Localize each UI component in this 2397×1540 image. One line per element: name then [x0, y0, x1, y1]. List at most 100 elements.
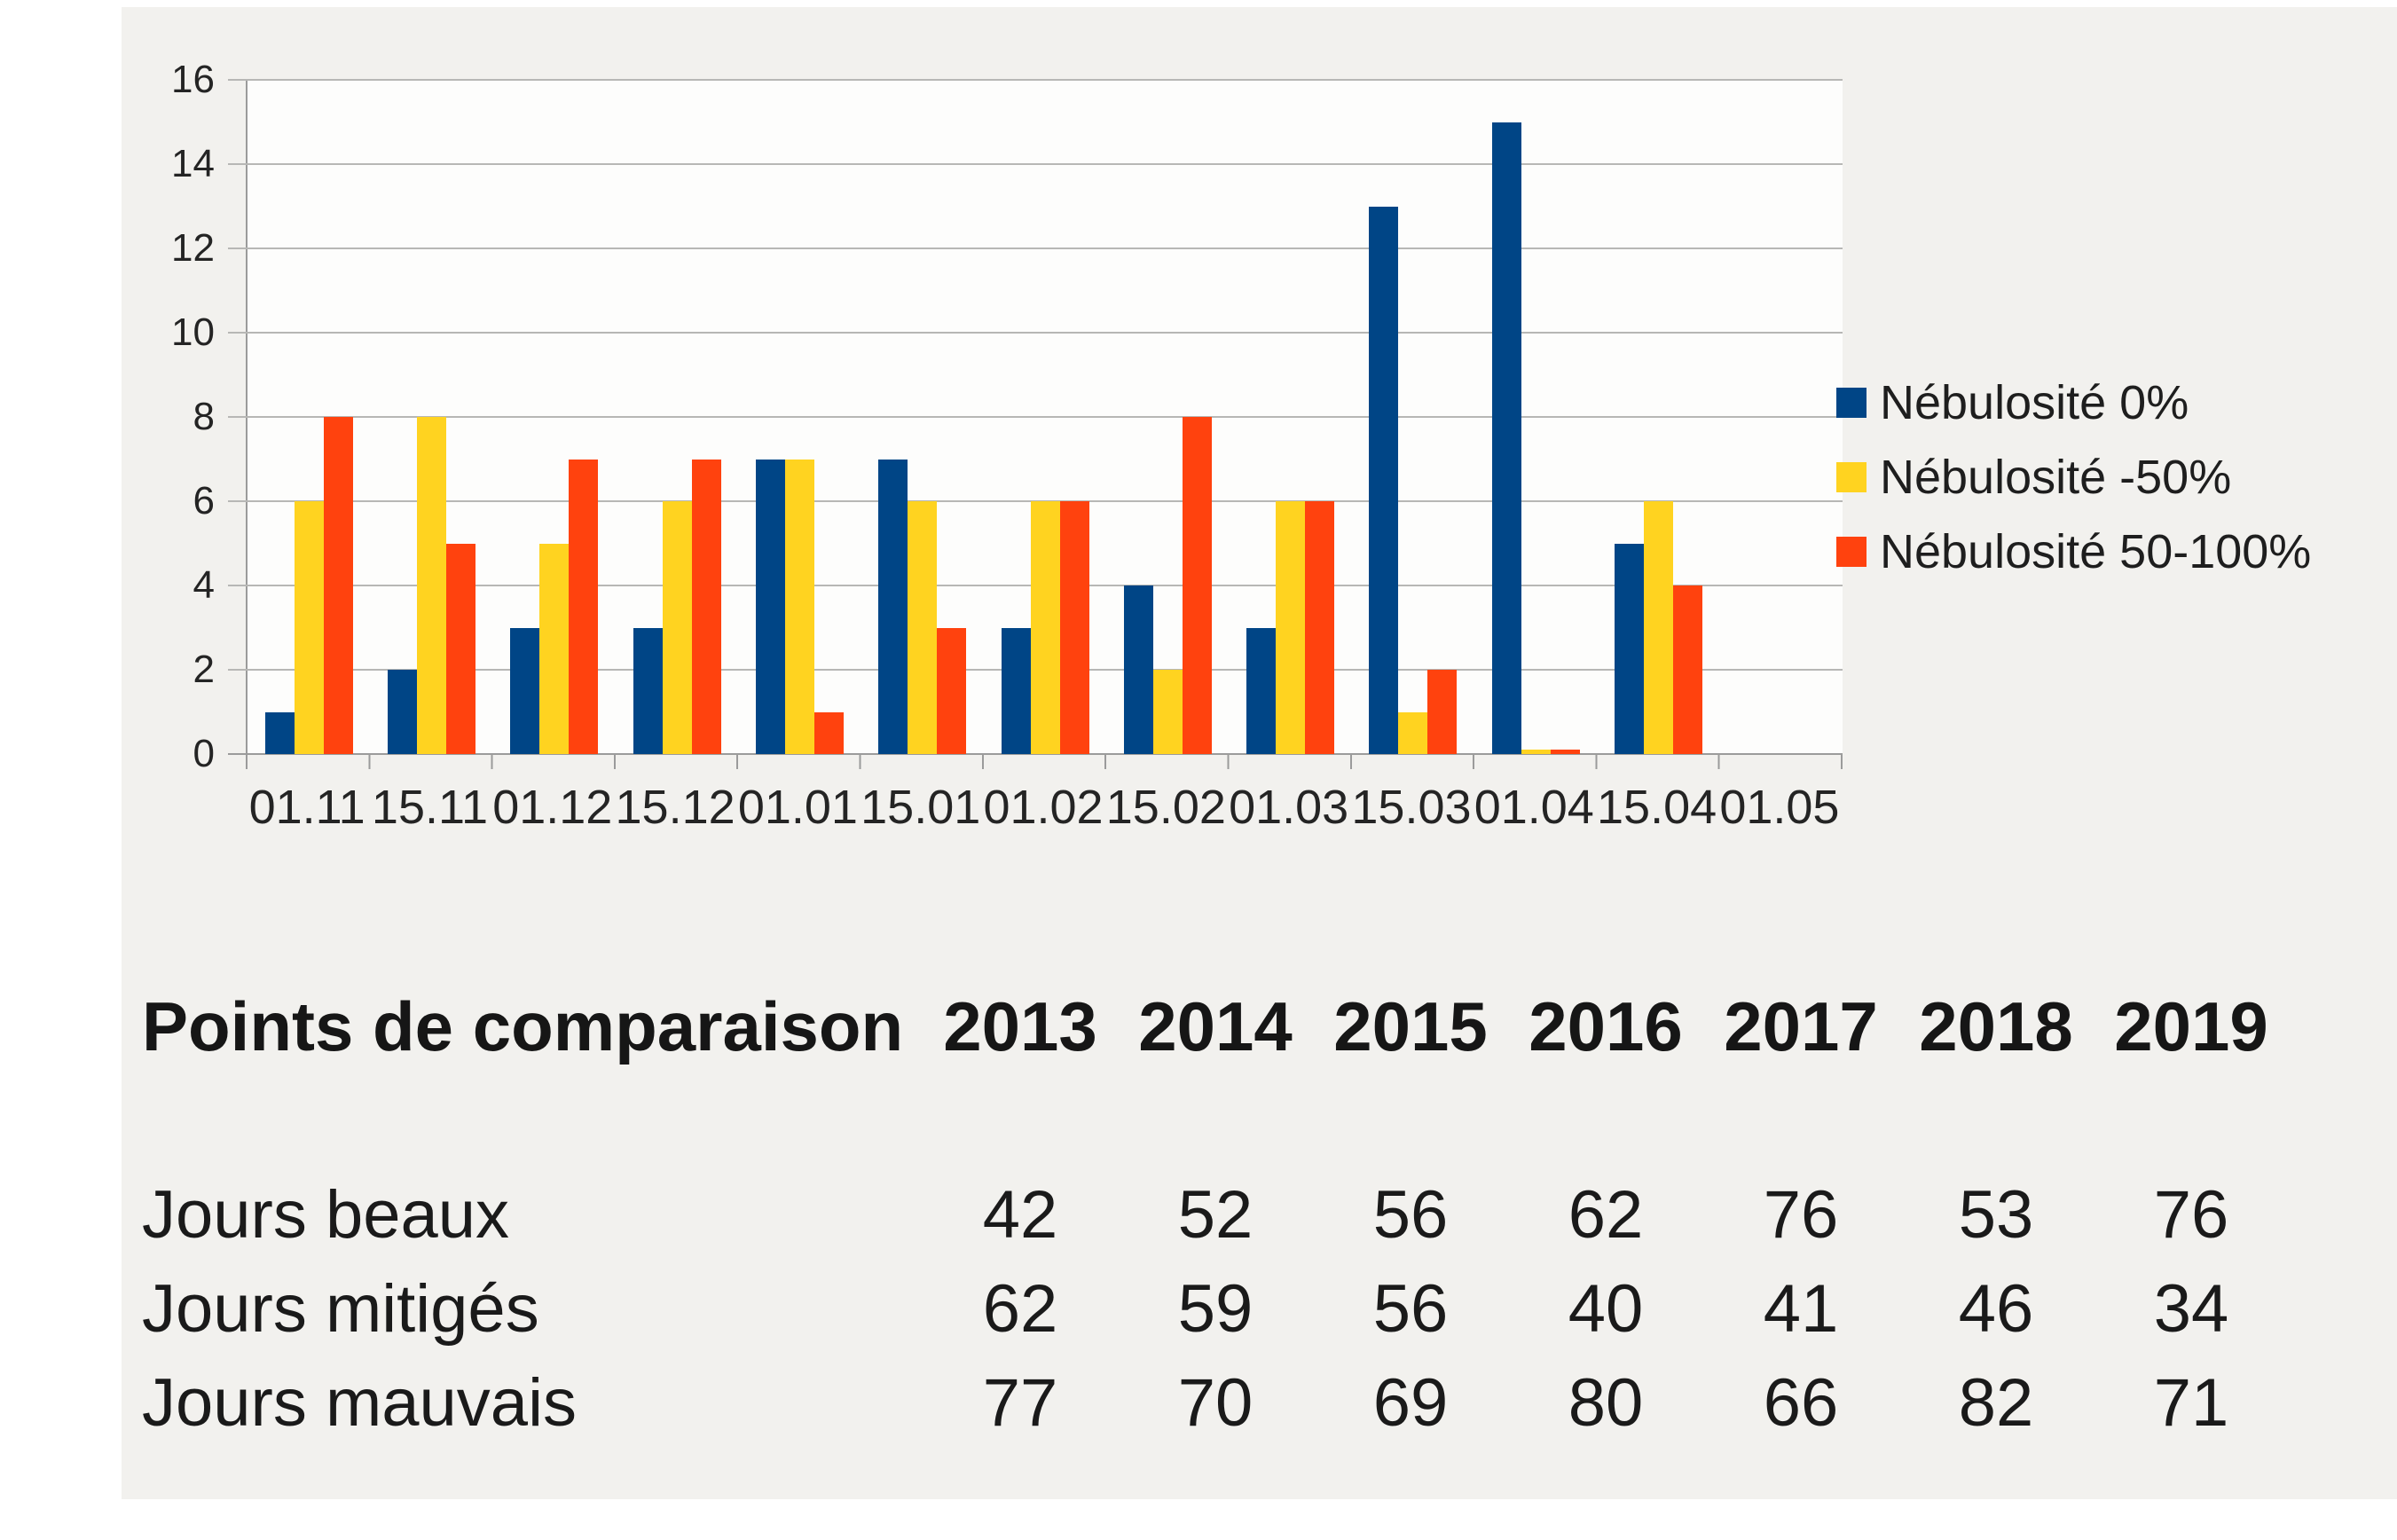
bar-group-01.12	[493, 80, 616, 754]
value-cell-r1-c0: 62	[982, 1270, 1058, 1347]
bar-series2-01.11	[323, 417, 353, 754]
chart-legend: Nébulosité 0% Nébulosité -50% Nébulosité 5…	[1836, 376, 2311, 601]
value-cell-r2-c5: 82	[1958, 1364, 2034, 1441]
value-cell-r0-c5: 53	[1958, 1176, 2034, 1253]
value-cell-r0-c4: 76	[1763, 1176, 1839, 1253]
chart-plot-area	[228, 79, 1843, 755]
legend-item-1: Nébulosité -50%	[1836, 451, 2311, 504]
x-tick-label-01.05: 01.05	[1719, 781, 1840, 834]
value-cell-r1-c2: 56	[1372, 1270, 1449, 1347]
bar-group-01.02	[984, 80, 1106, 754]
bar-series1-01.04	[1521, 750, 1551, 754]
year-header-2013: 2013	[943, 986, 1097, 1065]
y-tick-label-10: 10	[171, 310, 215, 354]
comparison-table: Points de comparaison 2013 2014 2015 2016 20…	[142, 979, 2289, 1450]
bar-series1-15.12	[662, 501, 692, 754]
bar-group-01.05	[1720, 80, 1843, 754]
legend-label: Nébulosité 0%	[1880, 376, 2189, 429]
legend-color-chip	[1836, 388, 1867, 418]
bars-layer	[248, 80, 1843, 754]
legend-label: Nébulosité -50%	[1880, 451, 2232, 504]
row-label-0: Jours beaux	[142, 1176, 510, 1253]
x-tick-label-15.04: 15.04	[1597, 781, 1717, 834]
y-tick-label-0: 0	[193, 732, 215, 775]
bar-series2-01.03	[1305, 501, 1335, 754]
value-cell-r2-c1: 70	[1177, 1364, 1254, 1441]
bar-group-15.01	[861, 80, 984, 754]
year-header-2018: 2018	[1919, 986, 2073, 1065]
x-tick-label-01.12: 01.12	[492, 781, 613, 834]
bar-series1-15.03	[1398, 711, 1428, 754]
bar-series1-15.02	[1152, 670, 1183, 754]
value-cell-r1-c5: 46	[1958, 1270, 2034, 1347]
x-axis-ticks	[246, 754, 1843, 769]
bar-series2-15.11	[445, 543, 475, 754]
bar-group-01.04	[1474, 80, 1597, 754]
legend-item-0: Nébulosité 0%	[1836, 376, 2311, 429]
bar-series1-01.11	[294, 501, 324, 754]
y-tick-label-12: 12	[171, 226, 215, 270]
bar-series0-01.02	[1001, 627, 1031, 754]
gridline-16	[228, 79, 1843, 81]
bar-group-15.03	[1352, 80, 1474, 754]
gridline-8	[228, 416, 1843, 418]
bar-series0-01.04	[1491, 122, 1521, 754]
year-header-2019: 2019	[2114, 986, 2268, 1065]
gridline-14	[228, 163, 1843, 165]
bar-series0-15.03	[1369, 206, 1399, 754]
value-cell-r2-c4: 66	[1763, 1364, 1839, 1441]
bar-series0-15.11	[387, 670, 417, 754]
bar-group-15.12	[616, 80, 738, 754]
value-cell-r0-c0: 42	[982, 1176, 1058, 1253]
x-tick-label-01.11: 01.11	[248, 781, 365, 834]
y-axis-labels: 0 2 4 6 8 10 12 14 16	[106, 0, 215, 798]
value-cell-r0-c3: 62	[1568, 1176, 1644, 1253]
x-axis-labels: 01.11 15.11 01.12 15.12 01.01 15.01 01.02 15.02…	[246, 775, 1841, 839]
row-label-1: Jours mitigés	[142, 1270, 539, 1347]
bar-series1-01.03	[1276, 501, 1306, 754]
bar-series0-01.12	[510, 627, 540, 754]
bar-series0-15.12	[633, 627, 663, 754]
bar-group-01.03	[1230, 80, 1352, 754]
bar-group-01.11	[248, 80, 370, 754]
year-header-2015: 2015	[1333, 986, 1488, 1065]
bar-series2-15.01	[937, 627, 967, 754]
value-cell-r2-c3: 80	[1568, 1364, 1644, 1441]
bar-series0-15.02	[1123, 585, 1153, 754]
x-tick-label-01.04: 01.04	[1474, 781, 1594, 834]
bar-series0-01.03	[1246, 627, 1277, 754]
x-tick-label-01.01: 01.01	[737, 781, 858, 834]
row-label-2: Jours mauvais	[142, 1364, 577, 1441]
gridline-12	[228, 248, 1843, 249]
bar-series1-15.01	[908, 501, 938, 754]
bar-group-15.04	[1597, 80, 1719, 754]
value-cell-r0-c2: 56	[1372, 1176, 1449, 1253]
x-tick-label-15.11: 15.11	[371, 781, 489, 834]
value-cell-r1-c6: 34	[2153, 1270, 2229, 1347]
bar-series2-15.03	[1427, 670, 1458, 754]
bar-series0-01.11	[264, 711, 295, 754]
bar-series1-15.04	[1644, 501, 1674, 754]
year-header-2016: 2016	[1529, 986, 1683, 1065]
bar-series2-01.12	[569, 459, 599, 754]
x-tick-label-15.02: 15.02	[1105, 781, 1226, 834]
bar-series2-01.01	[813, 711, 844, 754]
x-tick-label-01.02: 01.02	[983, 781, 1104, 834]
legend-item-2: Nébulosité 50-100%	[1836, 525, 2311, 578]
y-tick-label-6: 6	[193, 479, 215, 522]
value-cell-r1-c3: 40	[1568, 1270, 1644, 1347]
bar-series0-15.04	[1615, 543, 1645, 754]
x-tick-label-15.01: 15.01	[861, 781, 981, 834]
y-tick-label-4: 4	[193, 563, 215, 607]
bar-series1-01.01	[784, 459, 814, 754]
gridline-10	[228, 332, 1843, 334]
value-cell-r1-c1: 59	[1177, 1270, 1254, 1347]
value-cell-r2-c2: 69	[1372, 1364, 1449, 1441]
value-cell-r0-c6: 76	[2153, 1176, 2229, 1253]
value-cell-r2-c0: 77	[982, 1364, 1058, 1441]
bar-series2-01.04	[1550, 750, 1580, 754]
bar-group-15.11	[370, 80, 492, 754]
year-header-2017: 2017	[1724, 986, 1878, 1065]
y-tick-label-8: 8	[193, 395, 215, 438]
